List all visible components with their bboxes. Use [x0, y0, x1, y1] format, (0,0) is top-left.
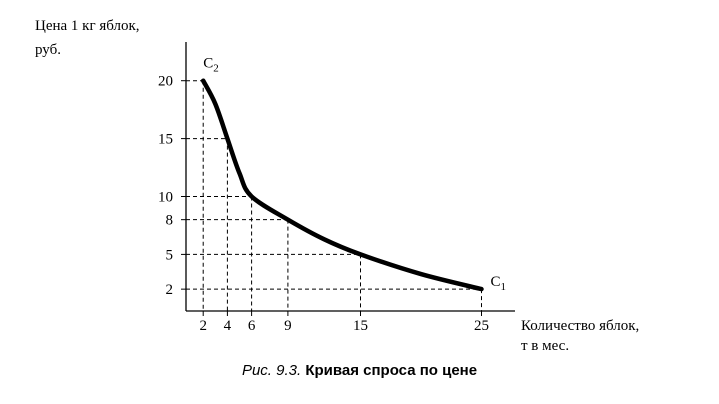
y-axis-label-line-1: Цена 1 кг яблок, [35, 18, 140, 34]
y-tick-label: 10 [158, 190, 173, 206]
y-tick-label: 2 [166, 282, 174, 298]
point-label: C2 [203, 56, 219, 75]
point-label: C1 [491, 274, 507, 293]
x-tick-label: 9 [284, 318, 292, 334]
y-tick-label: 5 [166, 247, 174, 263]
y-axis-label-line-2: руб. [35, 42, 61, 58]
figure-caption: Рис. 9.3. Кривая спроса по цене [0, 362, 719, 379]
x-tick-label: 4 [224, 318, 232, 334]
x-tick-label: 6 [248, 318, 256, 334]
y-tick-label: 20 [158, 74, 173, 90]
figure-number: Рис. 9.3. [241, 362, 302, 379]
curve-annotations: C2 C1 [203, 56, 506, 293]
demand-curve [200, 78, 484, 292]
x-tick-label: 15 [353, 318, 368, 334]
x-axis-label-line-1: Количество яблок, [521, 318, 639, 334]
x-tick-label: 2 [199, 318, 207, 334]
y-tick-label: 15 [158, 132, 173, 148]
y-tick-label: 8 [166, 213, 174, 229]
x-tick-label: 25 [474, 318, 489, 334]
reference-lines [186, 80, 482, 311]
x-axis-label-line-2: т в мес. [521, 338, 569, 354]
figure-title: Кривая спроса по цене [305, 362, 478, 379]
